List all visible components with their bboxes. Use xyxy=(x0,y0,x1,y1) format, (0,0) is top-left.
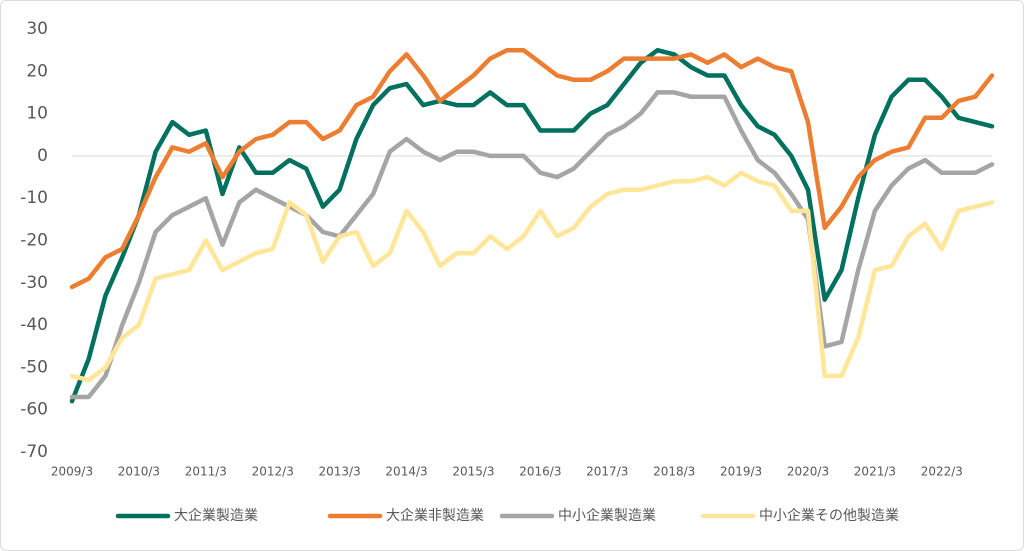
y-tick-label: -10 xyxy=(20,188,48,208)
legend-item: 中小企業その他製造業 xyxy=(700,507,899,524)
legend-label: 中小企業その他製造業 xyxy=(759,507,899,524)
x-tick-label: 2012/3 xyxy=(252,465,294,479)
x-tick-label: 2018/3 xyxy=(653,465,695,479)
y-tick-label: -60 xyxy=(20,400,48,420)
x-tick-label: 2017/3 xyxy=(586,465,628,479)
y-tick-label: 10 xyxy=(26,104,48,124)
x-tick-label: 2011/3 xyxy=(185,465,227,479)
x-tick-label: 2013/3 xyxy=(319,465,361,479)
x-tick-label: 2015/3 xyxy=(452,465,494,479)
y-tick-label: 20 xyxy=(26,61,48,81)
series-line xyxy=(69,47,995,290)
y-tick-label: -50 xyxy=(20,357,48,377)
x-tick-label: 2009/3 xyxy=(51,465,93,479)
y-tick-label: -20 xyxy=(20,231,48,251)
legend-label: 中小企業製造業 xyxy=(558,507,656,524)
x-tick-label: 2010/3 xyxy=(118,465,160,479)
y-tick-label: -30 xyxy=(20,273,48,293)
x-tick-label: 2020/3 xyxy=(787,465,829,479)
series-line xyxy=(69,90,995,400)
legend-item: 大企業製造業 xyxy=(115,507,258,524)
x-tick-label: 2022/3 xyxy=(921,465,963,479)
legend-item: 大企業非製造業 xyxy=(327,507,484,524)
legend-item: 中小企業製造業 xyxy=(499,507,656,524)
x-tick-label: 2021/3 xyxy=(854,465,896,479)
x-tick-label: 2019/3 xyxy=(720,465,762,479)
legend-label: 大企業製造業 xyxy=(174,507,258,524)
y-tick-label: -70 xyxy=(20,442,48,462)
legend-label: 大企業非製造業 xyxy=(386,507,484,524)
y-tick-label: 30 xyxy=(26,19,48,39)
y-tick-label: -40 xyxy=(20,315,48,335)
x-tick-label: 2014/3 xyxy=(385,465,427,479)
series-line xyxy=(69,47,995,404)
y-tick-label: 0 xyxy=(37,146,48,166)
series-line xyxy=(69,170,995,383)
x-tick-label: 2016/3 xyxy=(519,465,561,479)
